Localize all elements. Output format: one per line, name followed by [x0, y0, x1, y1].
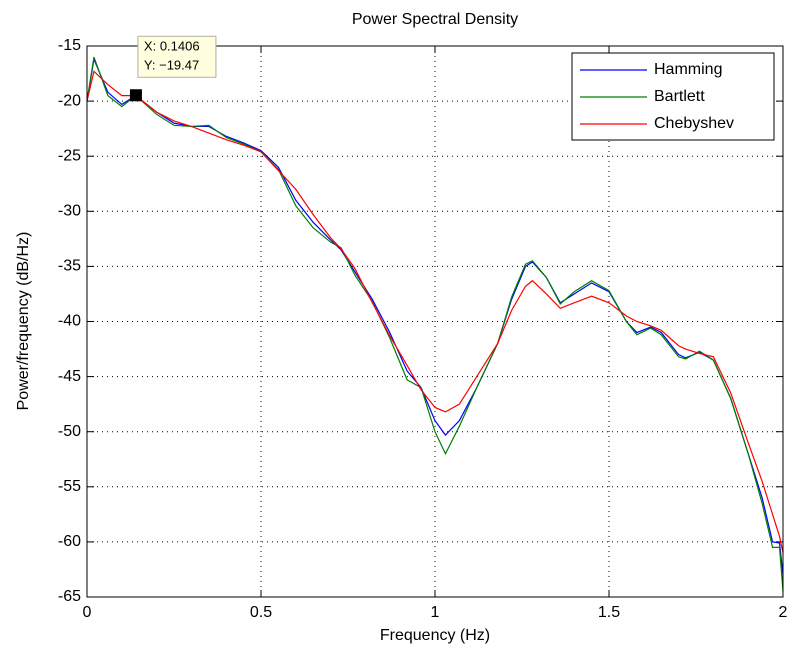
legend-label: Chebyshev [654, 115, 734, 132]
y-tick-label: -45 [58, 368, 81, 385]
y-tick-label: -60 [58, 533, 81, 550]
series-line [86, 56, 784, 592]
y-tick-label: -20 [58, 92, 81, 109]
y-axis-label: Power/frequency (dB/Hz) [15, 232, 32, 411]
y-tick-label: -15 [58, 37, 81, 54]
x-tick-label: 0.5 [250, 604, 272, 621]
y-tick-label: -65 [58, 588, 81, 605]
datatip-text: X: 0.1406 [144, 39, 200, 54]
y-tick-label: -25 [58, 147, 81, 164]
y-tick-label: -40 [58, 313, 81, 330]
x-tick-label: 2 [779, 604, 787, 621]
y-tick-label: -30 [58, 203, 81, 220]
legend-label: Bartlett [654, 88, 705, 105]
series-line [86, 70, 784, 554]
legend-label: Hamming [654, 61, 722, 78]
datatip-marker [129, 89, 142, 102]
y-tick-label: -50 [58, 423, 81, 440]
x-tick-label: 1 [431, 604, 440, 621]
datatip-text: Y: −19.47 [144, 58, 199, 73]
y-tick-label: -55 [58, 478, 81, 495]
chart-title: Power Spectral Density [352, 11, 518, 28]
datatip-box [137, 35, 217, 78]
y-tick-label: -35 [58, 258, 81, 275]
x-axis-label: Frequency (Hz) [380, 627, 490, 644]
series-line [86, 57, 784, 576]
x-tick-label: 0 [83, 604, 92, 621]
x-tick-label: 1.5 [598, 604, 620, 621]
plot-frame [86, 45, 784, 598]
